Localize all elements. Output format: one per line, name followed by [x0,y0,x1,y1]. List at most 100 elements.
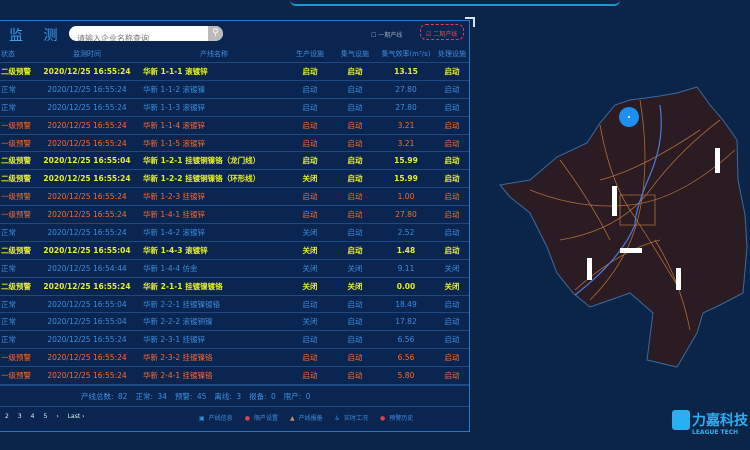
table-cell: 启动 [347,174,363,184]
table-row[interactable]: 一级预警 2020/12/25 16:55:24 华新 1-2-3 挂镀锌 启动 启动 1… [0,188,469,207]
region-map[interactable] [490,80,750,380]
logo-name: 力嘉科技 [692,413,748,429]
table-cell: 华新 1-2-3 挂镀锌 [143,192,205,202]
table-cell: 2020/12/25 16:55:24 [47,371,127,381]
search-input[interactable] [69,31,199,41]
table-cell: 2020/12/25 16:55:04 [47,299,127,309]
table-row[interactable]: 一级预警 2020/12/25 16:55:24 华新 1-4-1 挂镀锌 启动 启动 2… [0,206,469,225]
table-cell: 2.52 [397,227,415,237]
phase1-label: 一期产线 [378,32,403,39]
page-link[interactable]: › [56,413,59,420]
table-row[interactable]: 一级预警 2020/12/25 16:55:24 华新 2-3-2 挂镀镍铬 启动 启动… [0,349,469,368]
table-row[interactable]: 正常 2020/12/25 16:55:24 华新 1-1-3 滚镀锌 启动 启动 27.… [0,99,469,117]
page-link[interactable]: 4 [30,413,35,420]
table-cell: 启动 [302,138,318,148]
table-cell: 关闭 [444,263,460,273]
table-cell: 二级预警 [1,66,31,76]
page-link[interactable]: Last › [67,413,85,420]
table-row[interactable]: 正常 2020/12/25 16:55:04 华新 2-2-1 挂镀镍镀铬 启动 启动 1… [0,296,469,314]
table-cell: 启动 [347,245,363,255]
monitor-panel: 监 测 ⚲ ☐ 一期产线 ☑ 二期产线 状态 监测时间 产线名称 生产设施 集气设施 集气… [0,17,475,432]
table-cell: 启动 [444,156,460,166]
legend-item[interactable]: ● 预警历史 [380,413,413,422]
table-cell: 二级预警 [1,281,31,291]
legend-item[interactable]: ● 限产设置 [245,413,278,422]
table-cell: 启动 [347,353,363,363]
phase2-checkbox[interactable]: ☑ 二期产线 [420,24,464,40]
panel-title: 监 测 [9,28,66,44]
table-cell: 启动 [302,120,318,130]
logo-sub: LEAGUE TECH [692,429,739,436]
table-cell: 0.00 [396,281,416,291]
table-row[interactable]: 二级预警 2020/12/25 16:55:24 华新 2-1-1 挂镀镍镀铬 关闭 关… [0,278,469,296]
page-link[interactable]: 3 [17,413,22,420]
legend-item[interactable]: ▲ 产线报备 [290,413,323,422]
table-cell: 启动 [444,120,460,130]
page-link[interactable]: 5 [43,413,48,420]
table-cell: 2020/12/25 16:55:24 [47,353,127,363]
phase2-label: 二期产线 [433,31,458,38]
stat-item: 正常: 34 [135,392,167,401]
table-cell: 启动 [302,353,318,363]
table-row[interactable]: 一级预警 2020/12/25 16:55:24 华新 1-1-4 滚镀锌 启动 启动 3… [0,117,469,135]
table-cell: 启动 [347,299,363,309]
table-cell: 启动 [347,66,363,76]
legend-item[interactable]: ♿ 实时工况 [335,413,368,422]
table-row[interactable]: 正常 2020/12/25 16:55:24 华新 1-1-2 滚镀镍 启动 启动 27.… [0,81,469,99]
alarm-history-icon: ● [380,415,386,422]
table-cell: 正常 [1,227,16,237]
phase1-checkbox[interactable]: ☐ 一期产线 [371,32,403,39]
table-cell: 关闭 [347,263,363,273]
corner-decoration [465,17,475,27]
table-cell: 启动 [302,335,318,345]
table-row[interactable]: 二级预警 2020/12/25 16:55:04 华新 1-4-3 滚镀锌 关闭 启动 1… [0,242,469,260]
table-cell: 启动 [444,66,460,76]
table-cell: 华新 2-2-1 挂镀镍镀铬 [143,299,220,309]
table-row[interactable]: 二级预警 2020/12/25 16:55:24 华新 1-2-2 挂镀铜镍铬（环形… [0,170,469,189]
table-cell: 华新 1-4-2 滚镀锌 [143,227,205,237]
table-cell: 启动 [347,371,363,381]
realtime-icon: ♿ [334,415,340,422]
table-row[interactable]: 一级预警 2020/12/25 16:55:24 华新 1-1-5 滚镀锌 启动 启动 3… [0,135,469,153]
table-cell: 启动 [302,66,318,76]
table-cell: 启动 [347,84,363,94]
stat-item: 预警: 45 [174,392,207,401]
table-row[interactable]: 二级预警 2020/12/25 16:55:24 华新 1-1-1 滚镀锌 启动 启动 1… [0,63,469,81]
table-row[interactable]: 正常 2020/12/25 16:55:24 华新 1-4-2 滚镀锌 关闭 启动 2.5… [0,224,469,242]
table-row[interactable]: 正常 2020/12/25 16:54:44 华新 1-4-4 仿金 关闭 关闭 9.11… [0,260,469,278]
table-cell: 华新 1-4-1 挂镀锌 [143,210,205,220]
table-cell: 2020/12/25 16:55:24 [47,138,127,148]
table-cell: 关闭 [302,174,318,184]
table-row[interactable]: 正常 2020/12/25 16:55:24 华新 2-3-1 挂镀锌 启动 启动 6.5… [0,331,469,350]
table-cell: 启动 [347,335,363,345]
table-cell: 2020/12/25 16:55:24 [47,102,127,112]
table-cell: 一级预警 [1,120,31,130]
logo: 力嘉科技 LEAGUE TECH [672,410,748,436]
location-dot [628,116,630,118]
table-cell: 2020/12/25 16:55:24 [47,192,127,202]
legend-item[interactable]: ▣ 产线信息 [199,413,233,422]
table-cell: 启动 [444,371,460,381]
table-cell: 18.49 [395,299,417,309]
table-cell: 华新 1-1-5 滚镀锌 [143,138,205,148]
table-cell: 关闭 [302,317,318,327]
map-legend: ▣ 产线信息 ● 限产设置 ▲ 产线报备 ♿ 实时工况 ● 预警历史 [199,413,413,422]
table-cell: 启动 [444,192,460,202]
table-cell: 华新 2-2-2 滚镀铜镍 [143,317,213,327]
monitor-markers[interactable] [587,148,720,290]
table-row[interactable]: 一级预警 2020/12/25 16:55:24 华新 2-4-1 挂镀镍铬 启动 启动… [0,367,469,386]
table-cell: 2020/12/25 16:55:24 [43,66,131,76]
header-decoration [290,0,620,6]
column-header: 状态 [1,49,15,58]
table-cell: 启动 [444,299,460,309]
table-cell: 2020/12/25 16:55:04 [47,317,127,327]
legend-label: 预警历史 [389,415,414,422]
search-icon[interactable]: ⚲ [208,26,223,41]
table-row[interactable]: 二级预警 2020/12/25 16:55:04 华新 1-2-1 挂镀铜镍铬（龙门… [0,152,469,171]
table-cell: 6.56 [397,335,415,345]
table-cell: 2020/12/25 16:55:24 [47,227,127,237]
table-cell: 关闭 [302,281,318,291]
table-cell: 华新 2-3-1 挂镀锌 [143,335,205,345]
page-link[interactable]: 2 [5,413,9,420]
table-row[interactable]: 正常 2020/12/25 16:55:04 华新 2-2-2 滚镀铜镍 关闭 启动 17… [0,313,469,332]
